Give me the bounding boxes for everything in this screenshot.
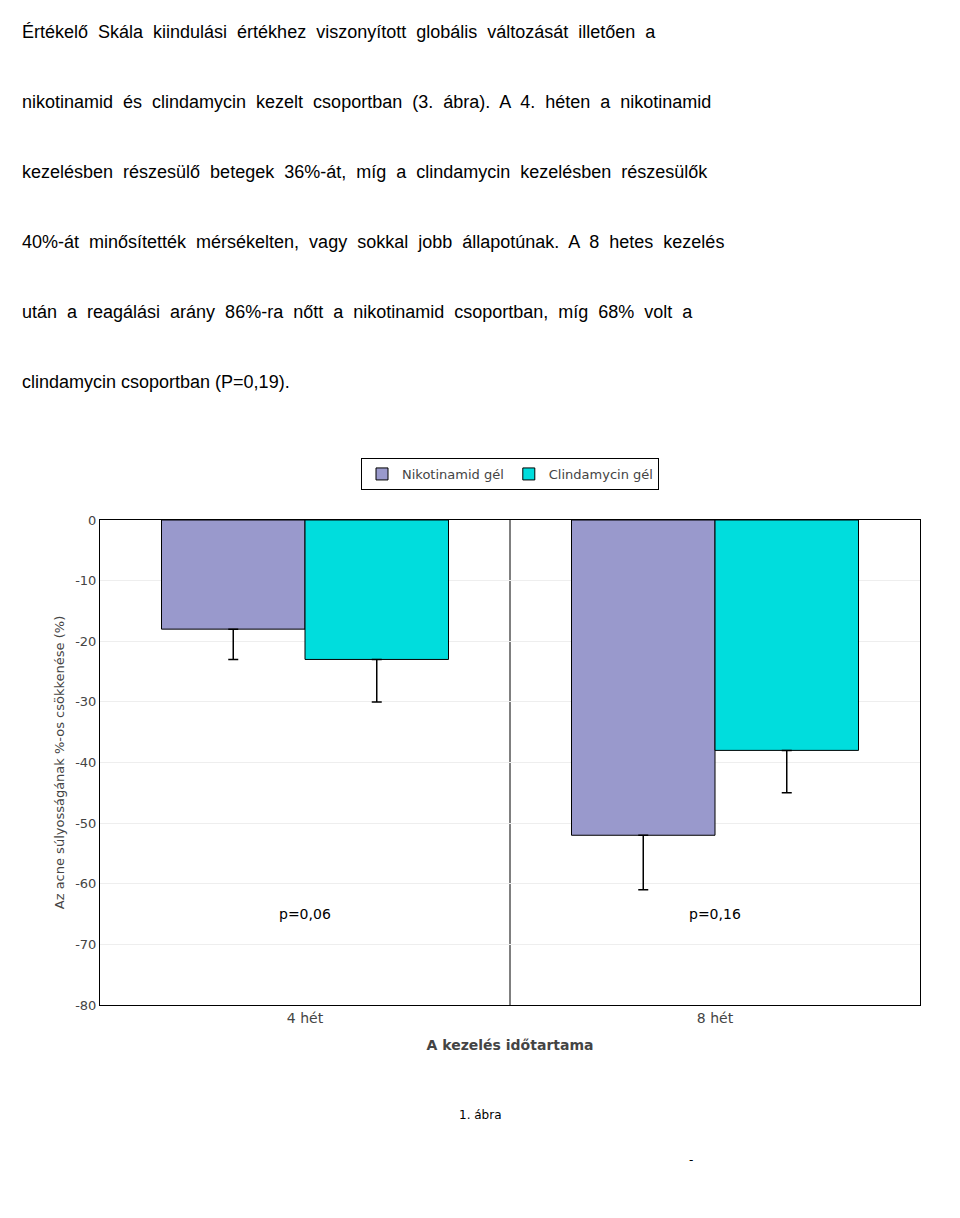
svg-text:-50: -50	[75, 816, 96, 831]
svg-text:8 hét: 8 hét	[697, 1010, 734, 1026]
svg-text:-10: -10	[75, 573, 96, 588]
svg-text:1. ábra: 1. ábra	[459, 1108, 502, 1122]
svg-text:-: -	[689, 1153, 693, 1167]
svg-text:-70: -70	[75, 937, 96, 952]
svg-text:kezelésben részesülő betegek: kezelésben részesülő betegek 36%-át, míg…	[22, 162, 708, 182]
svg-text:A kezelés időtartama: A kezelés időtartama	[427, 1037, 594, 1053]
svg-text:Értékelő Skála kiindulási é: Értékelő Skála kiindulási értékhez viszo…	[22, 22, 656, 42]
svg-text:p=0,06: p=0,06	[279, 906, 331, 922]
svg-text:-40: -40	[75, 755, 96, 770]
svg-text:Clindamycin gél: Clindamycin gél	[549, 467, 653, 482]
svg-text:után a reagálási arány 86%: után a reagálási arány 86%-ra nőtt a nik…	[22, 302, 693, 322]
svg-text:-30: -30	[75, 694, 96, 709]
svg-text:nikotinamid és clindamycin: nikotinamid és clindamycin kezelt csopor…	[22, 92, 711, 112]
svg-text:p=0,16: p=0,16	[689, 906, 741, 922]
svg-text:40%-át minősítették mérsékel: 40%-át minősítették mérsékelten, vagy so…	[22, 232, 724, 252]
svg-text:0: 0	[88, 513, 96, 528]
svg-text:4 hét: 4 hét	[287, 1010, 324, 1026]
svg-text:-20: -20	[75, 634, 96, 649]
svg-text:-80: -80	[75, 998, 96, 1013]
svg-text:-60: -60	[75, 876, 96, 891]
svg-text:clindamycin csoportban (P=0,19: clindamycin csoportban (P=0,19).	[22, 372, 290, 392]
svg-text:Az acne súlyosságának %-os csö: Az acne súlyosságának %-os csökkenése (%…	[52, 616, 67, 909]
svg-text:Nikotinamid gél: Nikotinamid gél	[402, 467, 504, 482]
